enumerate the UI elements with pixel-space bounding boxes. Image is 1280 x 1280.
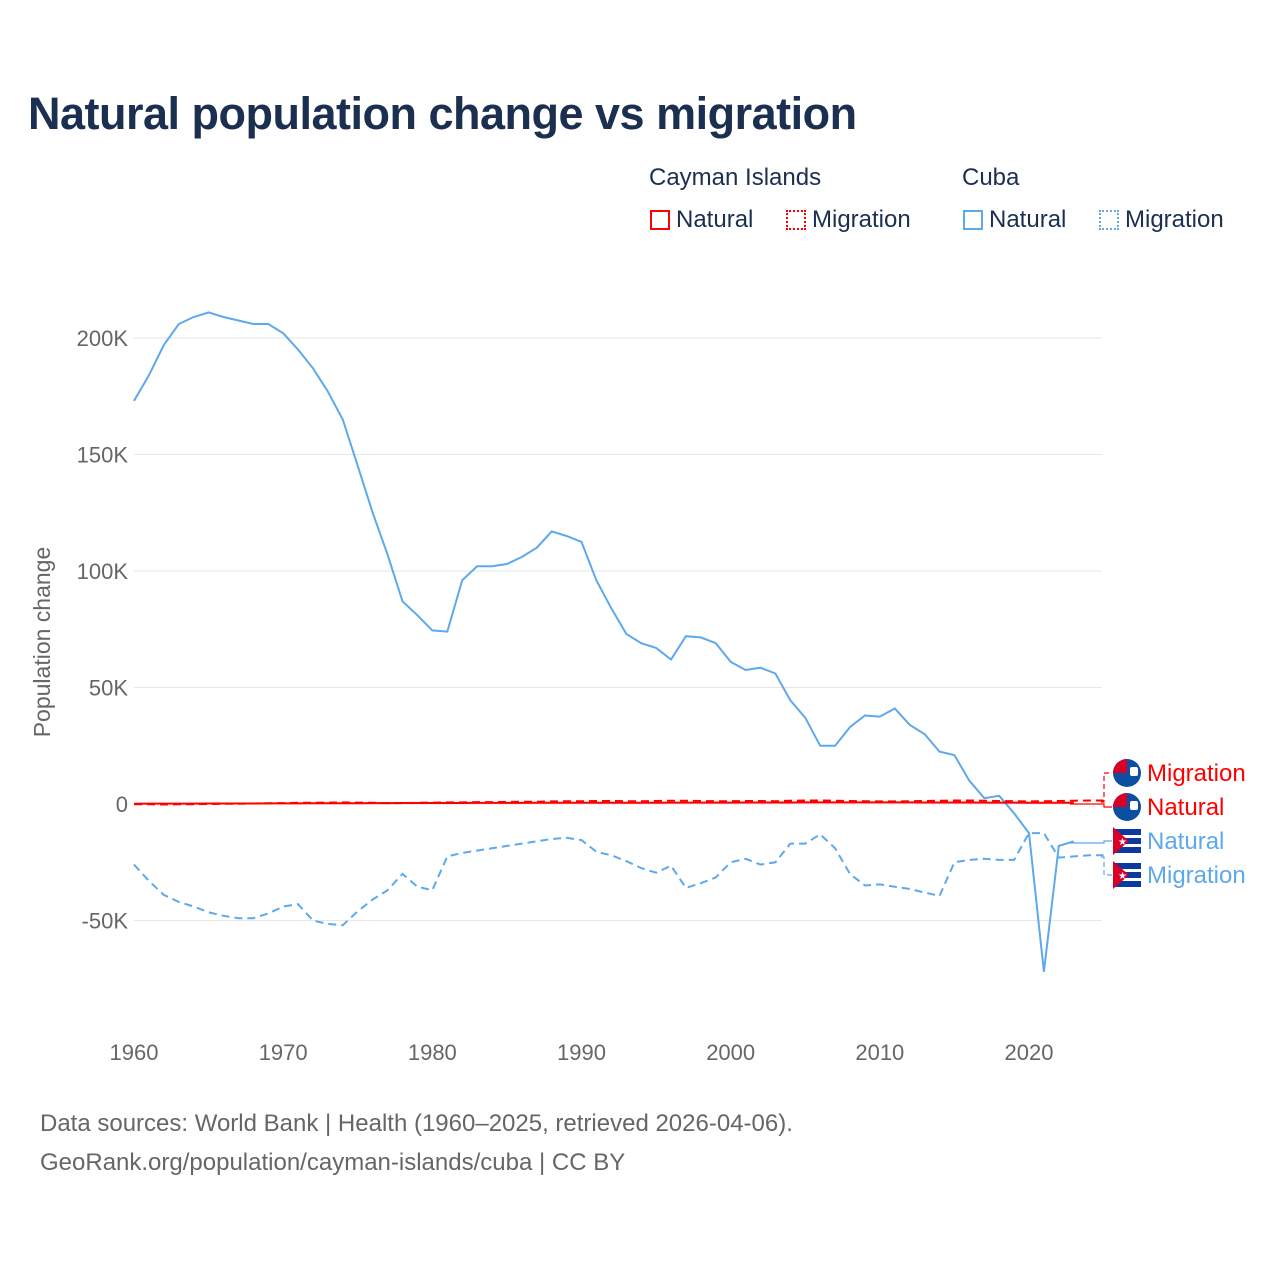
legend-label: Natural: [989, 206, 1067, 233]
series-line-cuba-natural[interactable]: [133, 311, 1075, 972]
legend-label: Migration: [812, 206, 911, 233]
legend-label: Natural: [676, 206, 754, 233]
y-tick-label: -50K: [82, 909, 129, 934]
series-line-cuba-migration[interactable]: [133, 832, 1104, 927]
y-tick-label: 200K: [77, 326, 129, 351]
end-label: Natural: [1147, 794, 1224, 821]
x-tick-label: 2020: [1005, 1040, 1054, 1065]
y-tick-label: 100K: [77, 559, 129, 584]
footer-sources: Data sources: World Bank | Health (1960–…: [40, 1110, 793, 1137]
legend-swatch-dotted: [786, 210, 806, 230]
legend-group-cayman: Cayman Islands: [649, 164, 822, 191]
end-label-connector: [1101, 772, 1112, 803]
x-tick-label: 1980: [408, 1040, 457, 1065]
y-tick-label: 50K: [89, 676, 128, 701]
end-label-connector: [1070, 840, 1112, 844]
legend-cuba-natural[interactable]: Natural: [963, 206, 1066, 234]
legend-cayman-migration[interactable]: Migration: [786, 206, 911, 234]
x-tick-label: 2010: [855, 1040, 904, 1065]
x-tick-label: 1970: [259, 1040, 308, 1065]
cuba-flag-icon: ★: [1113, 827, 1141, 855]
end-label: Migration: [1147, 760, 1246, 787]
end-label: Natural: [1147, 828, 1224, 855]
legend-swatch-solid: [650, 210, 670, 230]
legend-group-cuba: Cuba: [962, 164, 1020, 191]
y-tick-label: 0: [116, 792, 128, 817]
footer-link[interactable]: GeoRank.org/population/cayman-islands/cu…: [40, 1149, 626, 1176]
series-line-cayman-islands-migration[interactable]: [133, 799, 1104, 806]
cuba-flag-icon: ★: [1113, 861, 1141, 889]
x-tick-label: 1960: [110, 1040, 159, 1065]
legend-swatch-dotted: [1099, 210, 1119, 230]
cayman-flag-icon: [1113, 759, 1141, 787]
line-chart: 200K 150K 100K 50K 0 -50K 1960 1970 1980 1990 2000…: [29, 311, 1246, 1065]
legend-label: Migration: [1125, 206, 1224, 233]
end-label-connector: [1070, 803, 1112, 808]
end-label-connector: [1101, 856, 1112, 876]
cayman-flag-icon: [1113, 793, 1141, 821]
svg-text:★: ★: [1118, 871, 1127, 882]
y-axis-label: Population change: [29, 547, 55, 738]
svg-text:★: ★: [1118, 837, 1127, 848]
chart-title: Natural population change vs migration: [28, 88, 857, 139]
end-label: Migration: [1147, 862, 1246, 889]
y-tick-label: 150K: [77, 443, 129, 468]
x-tick-label: 1990: [557, 1040, 606, 1065]
x-tick-label: 2000: [706, 1040, 755, 1065]
legend-swatch-solid: [963, 210, 983, 230]
legend-cayman-natural[interactable]: Natural: [650, 206, 753, 234]
legend-cuba-migration[interactable]: Migration: [1099, 206, 1224, 234]
